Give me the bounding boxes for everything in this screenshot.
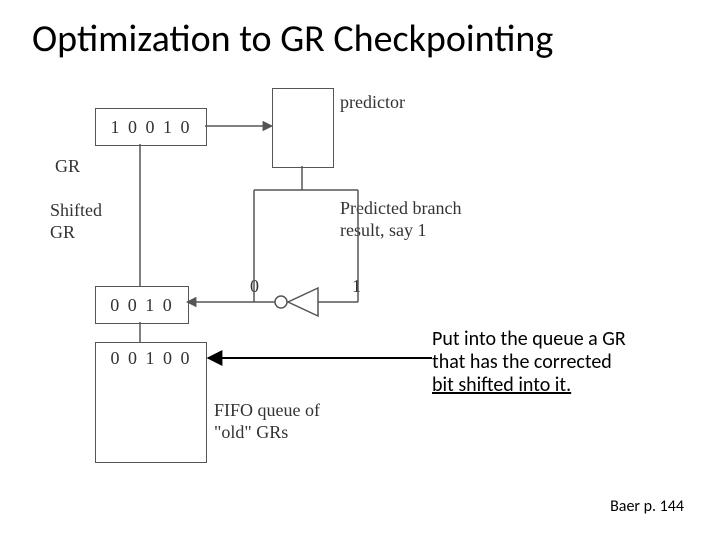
annotation-text: Put into the queue a GR that has the cor… (432, 328, 626, 397)
shifted-gr-label-line2: GR (50, 222, 75, 242)
slide-title: Optimization to GR Checkpointing (32, 16, 553, 62)
shifted-gr-label: Shifted GR (50, 200, 102, 243)
predicted-result-line2: result, say 1 (340, 220, 426, 240)
shifted-gr-box: 0 0 1 0 (95, 286, 189, 324)
shifted-gr-value: 0 0 1 0 (110, 295, 174, 316)
fifo-row-1 (95, 372, 207, 403)
fifo-row-2 (95, 402, 207, 433)
gr-register-box: 1 0 0 1 0 (95, 108, 207, 146)
shifted-gr-label-line1: Shifted (50, 200, 102, 220)
annotation-line1: Put into the queue a GR (432, 327, 626, 351)
annotation-line3: bit shifted into it. (432, 373, 571, 397)
fifo-label-line1: FIFO queue of (214, 400, 320, 420)
zero-label: 0 (250, 276, 259, 298)
fifo-row-0: 0 0 1 0 0 (95, 342, 207, 374)
fifo-label-line2: "old" GRs (214, 422, 288, 442)
one-label: 1 (352, 276, 361, 298)
annotation-line2: that has the corrected (432, 350, 612, 374)
fifo-row-3 (95, 432, 207, 463)
predictor-label: predictor (340, 92, 405, 114)
gr-label: GR (55, 156, 80, 178)
predictor-box (272, 88, 334, 168)
fifo-row-0-value: 0 0 1 0 0 (111, 348, 192, 369)
footer-citation: Baer p. 144 (610, 497, 684, 516)
gr-register-value: 1 0 0 1 0 (111, 117, 192, 138)
predicted-result-line1: Predicted branch (340, 198, 461, 218)
predicted-result-label: Predicted branch result, say 1 (340, 198, 461, 241)
fifo-queue-label: FIFO queue of "old" GRs (214, 400, 320, 443)
